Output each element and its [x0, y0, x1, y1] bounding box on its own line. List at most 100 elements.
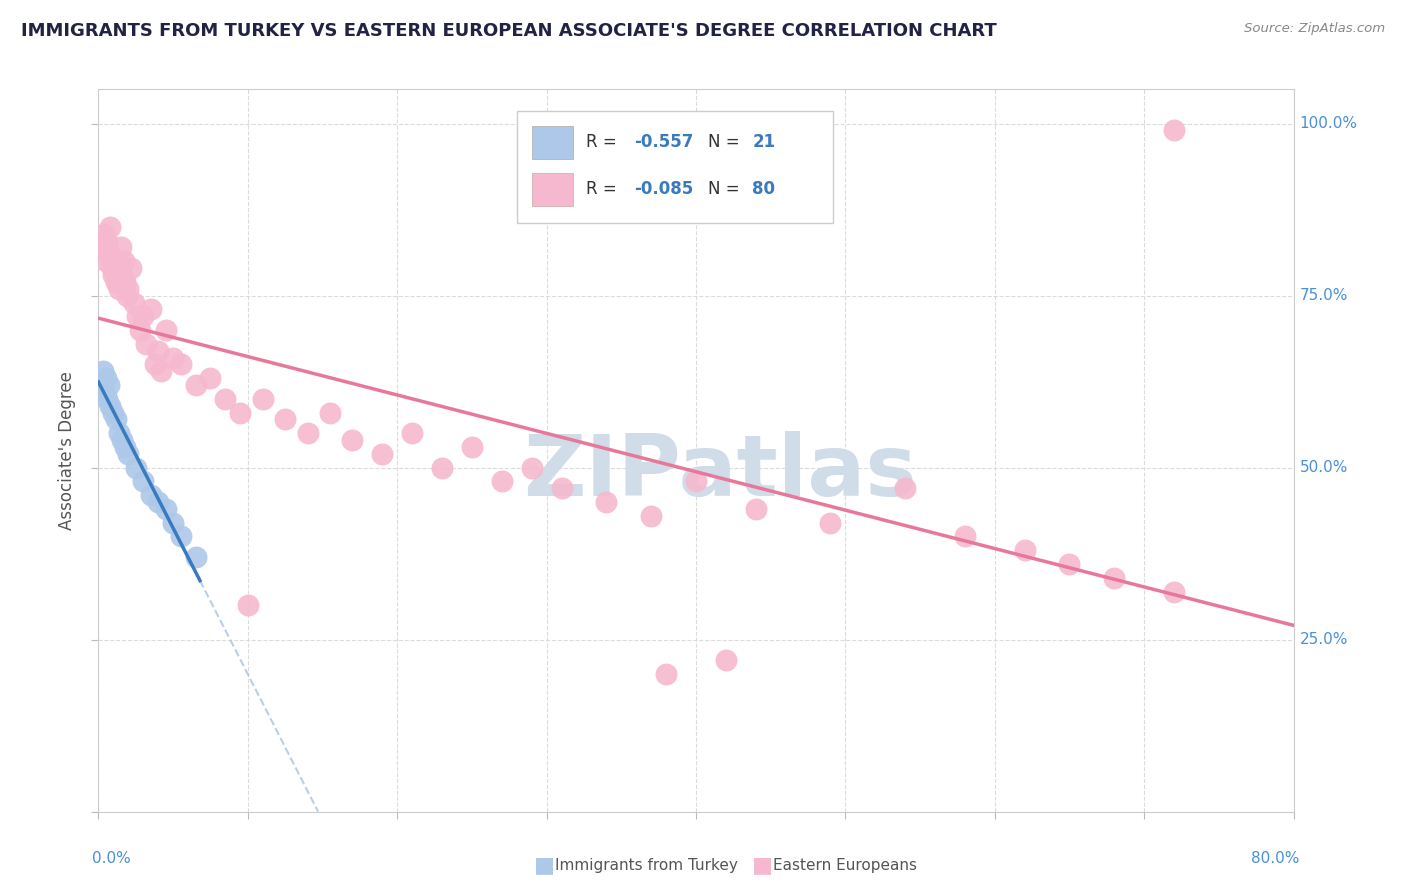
FancyBboxPatch shape — [533, 126, 572, 160]
Point — [117, 447, 139, 461]
Text: R =: R = — [586, 133, 617, 151]
Point — [550, 481, 572, 495]
Point — [96, 234, 118, 248]
Point — [595, 495, 617, 509]
Point — [520, 460, 543, 475]
Point — [150, 364, 173, 378]
Point — [169, 358, 191, 372]
Text: Immigrants from Turkey: Immigrants from Turkey — [555, 858, 738, 872]
Y-axis label: Associate's Degree: Associate's Degree — [58, 371, 76, 530]
Point — [820, 516, 842, 530]
Point — [252, 392, 274, 406]
Point — [107, 261, 129, 276]
Point — [120, 261, 142, 276]
Point — [640, 508, 662, 523]
Text: ■: ■ — [752, 855, 773, 875]
Point — [1104, 571, 1126, 585]
Point — [148, 495, 170, 509]
Point — [139, 302, 162, 317]
Point — [103, 406, 125, 420]
Point — [132, 475, 155, 489]
Point — [953, 529, 976, 543]
Point — [117, 282, 139, 296]
Text: ZIPatlas: ZIPatlas — [523, 431, 917, 514]
Point — [236, 599, 259, 613]
Point — [127, 310, 149, 324]
Point — [200, 371, 222, 385]
Point — [98, 219, 122, 234]
Text: -0.557: -0.557 — [634, 133, 693, 151]
Text: 75.0%: 75.0% — [1299, 288, 1348, 303]
Text: N =: N = — [709, 133, 740, 151]
Point — [104, 254, 127, 268]
Point — [115, 288, 138, 302]
Text: 80: 80 — [752, 180, 775, 198]
Point — [430, 460, 453, 475]
Point — [155, 323, 177, 337]
Point — [155, 502, 177, 516]
Point — [135, 336, 157, 351]
Point — [98, 399, 122, 413]
Point — [125, 460, 148, 475]
Text: 50.0%: 50.0% — [1299, 460, 1348, 475]
Point — [111, 433, 134, 447]
Text: 80.0%: 80.0% — [1251, 852, 1299, 866]
Point — [342, 433, 364, 447]
Text: Eastern Europeans: Eastern Europeans — [773, 858, 917, 872]
Point — [139, 488, 162, 502]
Point — [94, 254, 117, 268]
Point — [371, 447, 394, 461]
Point — [297, 426, 319, 441]
Point — [319, 406, 342, 420]
Point — [112, 254, 135, 268]
Point — [91, 364, 114, 378]
Point — [274, 412, 297, 426]
Point — [169, 529, 191, 543]
Text: N =: N = — [709, 180, 740, 198]
Text: 25.0%: 25.0% — [1299, 632, 1348, 648]
Text: IMMIGRANTS FROM TURKEY VS EASTERN EUROPEAN ASSOCIATE'S DEGREE CORRELATION CHART: IMMIGRANTS FROM TURKEY VS EASTERN EUROPE… — [21, 22, 997, 40]
Point — [105, 412, 128, 426]
Point — [229, 406, 252, 420]
Point — [1014, 543, 1036, 558]
Point — [401, 426, 423, 441]
Point — [90, 378, 112, 392]
Point — [108, 426, 131, 441]
Point — [132, 310, 155, 324]
Text: R =: R = — [586, 180, 617, 198]
Point — [714, 653, 737, 667]
Point — [114, 275, 136, 289]
Point — [1163, 123, 1185, 137]
Point — [114, 440, 136, 454]
Point — [129, 323, 152, 337]
Point — [143, 358, 166, 372]
Text: 0.0%: 0.0% — [93, 852, 131, 866]
Text: ■: ■ — [534, 855, 555, 875]
Point — [184, 378, 207, 392]
Point — [461, 440, 484, 454]
Point — [94, 371, 117, 385]
Point — [162, 351, 184, 365]
FancyBboxPatch shape — [533, 173, 572, 206]
Point — [111, 268, 134, 282]
Point — [745, 502, 768, 516]
Point — [97, 247, 120, 261]
Point — [110, 240, 132, 254]
Point — [655, 667, 678, 681]
Point — [894, 481, 917, 495]
Point — [91, 240, 114, 254]
Point — [103, 268, 125, 282]
FancyBboxPatch shape — [517, 111, 834, 223]
Point — [184, 550, 207, 565]
Point — [101, 261, 124, 276]
Point — [96, 392, 118, 406]
Text: -0.085: -0.085 — [634, 180, 693, 198]
Point — [1059, 557, 1081, 571]
Point — [685, 475, 707, 489]
Text: 21: 21 — [752, 133, 775, 151]
Point — [124, 295, 146, 310]
Point — [491, 475, 513, 489]
Text: 100.0%: 100.0% — [1299, 116, 1358, 131]
Point — [1163, 584, 1185, 599]
Point — [105, 275, 128, 289]
